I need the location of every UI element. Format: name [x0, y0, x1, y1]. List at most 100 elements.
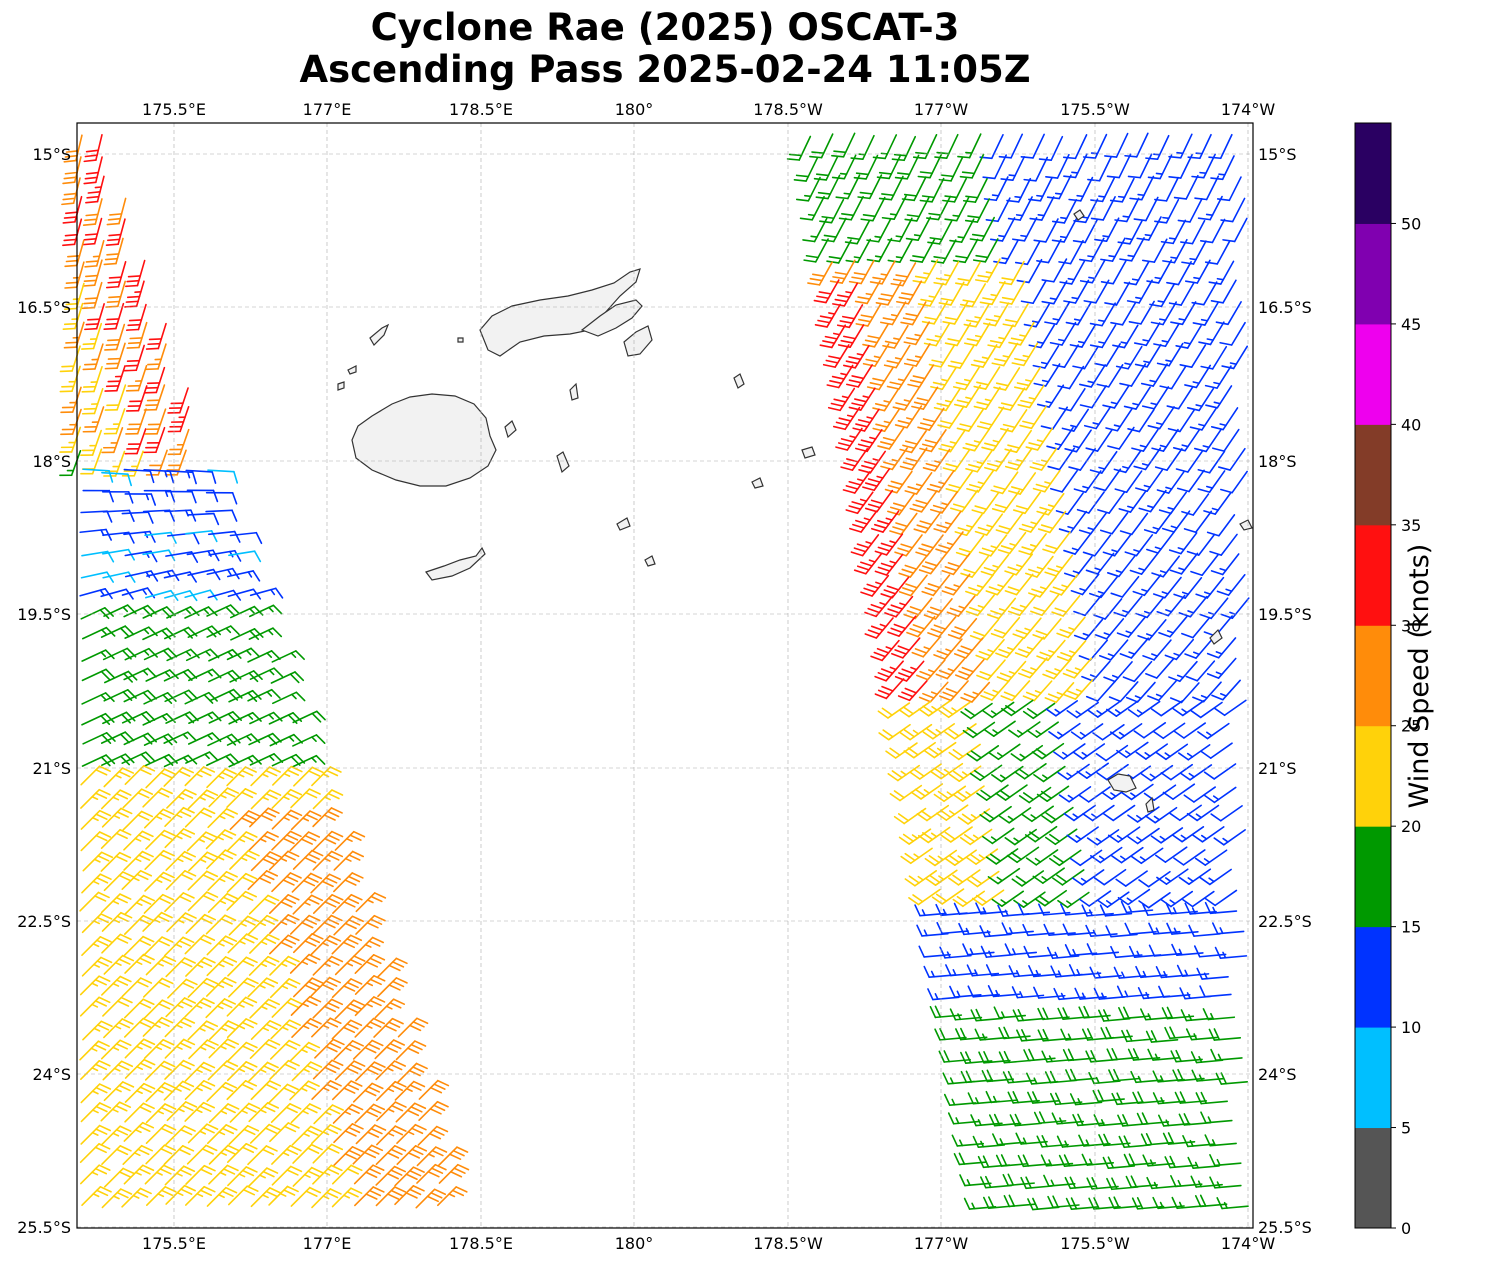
wind-barb — [975, 638, 1005, 661]
wind-barb — [80, 510, 113, 523]
wind-barb — [887, 492, 916, 516]
wind-barb — [334, 955, 366, 976]
wind-barb — [1096, 364, 1124, 388]
wind-barb — [187, 870, 219, 891]
wind-barb — [208, 549, 242, 562]
wind-barb — [1187, 1156, 1220, 1170]
wind-barb — [375, 1186, 407, 1207]
wind-barb — [1221, 345, 1249, 370]
wind-barb — [291, 1061, 323, 1082]
wind-barb — [956, 408, 984, 432]
lon-label-bottom: 175.5°W — [1060, 1234, 1130, 1253]
wind-barb — [988, 743, 1021, 761]
wind-barb — [271, 788, 303, 809]
wind-barb — [249, 667, 284, 680]
wind-barb — [960, 681, 991, 703]
wind-barb — [331, 1164, 363, 1185]
wind-barb — [167, 387, 189, 414]
wind-barb — [1178, 595, 1208, 618]
wind-barb — [964, 198, 991, 223]
wind-barb — [1008, 472, 1037, 495]
lat-label-left: 18°S — [32, 452, 71, 471]
wind-barb — [416, 1146, 448, 1167]
wind-barb — [1062, 657, 1093, 679]
wind-barb — [1012, 491, 1042, 515]
lat-label-right: 25.5°S — [1258, 1218, 1312, 1237]
map-title-line1: Cyclone Rae (2025) OSCAT-3 — [370, 6, 960, 49]
wind-barb — [167, 405, 190, 433]
wind-barb — [106, 197, 127, 226]
wind-barb — [1215, 301, 1242, 326]
wind-barb — [1063, 532, 1092, 555]
colorbar: 0 5 10 15 20 25 30 35 40 45 50 — [1354, 122, 1421, 1238]
wind-barb — [437, 1186, 468, 1207]
wind-barb — [998, 260, 1025, 286]
wind-barb — [1125, 1175, 1159, 1189]
wind-barb — [942, 177, 967, 203]
wind-barb — [948, 869, 981, 886]
wind-barb — [1146, 531, 1175, 554]
wind-barb — [938, 1050, 971, 1063]
wind-barb — [249, 587, 284, 599]
wind-barb — [1216, 1197, 1249, 1210]
wind-barb — [1119, 363, 1147, 387]
wind-barb — [1012, 217, 1038, 242]
wind-barb — [292, 734, 326, 747]
wind-barb — [104, 365, 126, 392]
wind-barb — [1032, 345, 1060, 369]
wind-barb — [1199, 868, 1232, 886]
wind-barb — [269, 1039, 301, 1060]
lon-label-top: 180° — [615, 100, 654, 119]
wind-barb — [960, 1070, 994, 1084]
wind-barb — [1177, 744, 1211, 761]
wind-barb — [1190, 1051, 1224, 1064]
wind-barb — [795, 176, 821, 202]
wind-barb — [1076, 491, 1105, 514]
wind-barb — [1057, 891, 1090, 909]
wind-barb — [331, 934, 363, 955]
wind-barb — [900, 301, 927, 326]
wind-barb — [1098, 1133, 1131, 1147]
wind-barb — [979, 925, 1012, 938]
wind-barb — [100, 588, 134, 600]
wind-barb — [948, 743, 981, 761]
wind-barb — [1147, 154, 1173, 180]
wind-barb — [976, 784, 1009, 801]
wind-barb — [1046, 946, 1080, 960]
wind-barb — [1072, 345, 1099, 370]
wind-barb — [921, 574, 951, 597]
wind-barb — [892, 387, 920, 411]
wind-barb — [290, 788, 321, 809]
wind-barb — [890, 262, 917, 287]
wind-barb — [944, 322, 972, 347]
wind-barb — [167, 978, 198, 999]
wind-barb — [437, 1146, 469, 1167]
wind-barb — [1040, 406, 1069, 430]
wind-barb — [1166, 386, 1194, 410]
wind-barb — [208, 648, 242, 662]
wind-barb — [123, 468, 155, 484]
wind-barb — [1142, 903, 1175, 916]
wind-barb — [79, 588, 113, 600]
wind-barb — [1073, 618, 1104, 641]
wind-barb — [1008, 721, 1041, 738]
wind-barb — [1105, 925, 1138, 938]
wind-barb — [958, 922, 991, 936]
wind-barb — [1093, 987, 1127, 1000]
wind-barb — [1102, 385, 1130, 409]
wind-barb — [819, 198, 845, 224]
wind-barb — [104, 342, 126, 370]
wind-barb — [987, 985, 1021, 998]
wind-barb — [874, 660, 904, 682]
wind-barb — [1186, 804, 1220, 822]
wind-barb — [228, 977, 259, 998]
wind-barb — [124, 626, 158, 639]
wind-barb — [1065, 301, 1092, 326]
wind-barb — [188, 711, 222, 725]
wind-barb — [1197, 450, 1226, 474]
island-small-1 — [569, 382, 579, 401]
wind-barb — [248, 1102, 279, 1123]
wind-barb — [205, 998, 237, 1019]
wind-barb — [944, 196, 970, 222]
lon-label-top: 177°E — [303, 100, 352, 119]
